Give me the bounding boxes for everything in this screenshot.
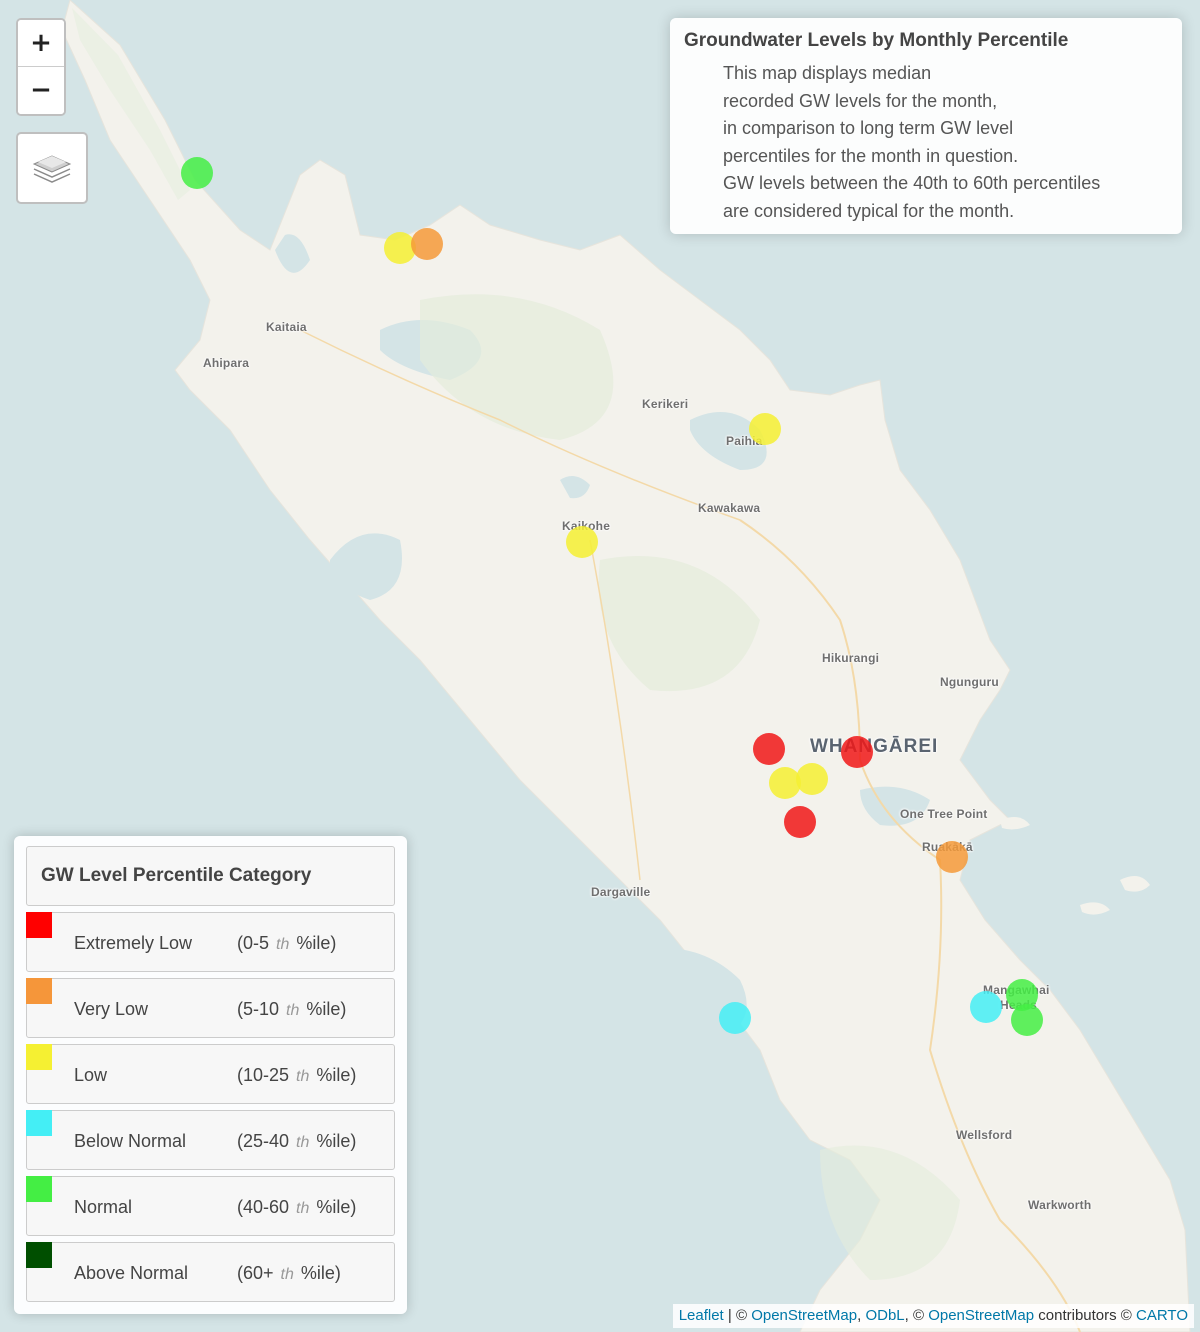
zoom-control: + − (16, 18, 66, 116)
info-panel: Groundwater Levels by Monthly Percentile… (670, 18, 1182, 234)
legend-label: Normal (74, 1197, 133, 1217)
place-label-whangarei: WHANGĀREI (810, 736, 939, 757)
site-marker[interactable] (841, 736, 873, 768)
site-marker[interactable] (384, 232, 416, 264)
legend-label: Below Normal (74, 1131, 187, 1151)
attribution-separator: , © (904, 1307, 929, 1324)
zoom-in-button[interactable]: + (18, 20, 64, 67)
place-label-ngunguru: Ngunguru (940, 675, 999, 689)
legend-range: (25-40 th %ile) (237, 1131, 357, 1151)
legend-item-low: Low (10-25 th %ile) (26, 1044, 395, 1104)
info-line: GW levels between the 40th to 60th perce… (723, 173, 1101, 193)
place-label-ahipara: Ahipara (203, 356, 250, 370)
info-line: in comparison to long term GW level (723, 118, 1014, 138)
legend-item-normal: Normal (40-60 th %ile) (26, 1176, 395, 1236)
place-label-kerikeri: Kerikeri (642, 397, 689, 411)
legend-label: Above Normal (74, 1263, 189, 1283)
legend-range: (60+ th %ile) (237, 1263, 341, 1283)
site-marker[interactable] (796, 763, 828, 795)
attribution-separator: , (857, 1307, 866, 1324)
site-marker[interactable] (411, 228, 443, 260)
leaflet-link[interactable]: Leaflet (678, 1307, 724, 1324)
place-label-kawakawa: Kawakawa (698, 501, 761, 515)
site-marker[interactable] (753, 733, 785, 765)
legend-swatch (26, 1110, 52, 1136)
info-line: percentiles for the month in question. (723, 145, 1019, 166)
legend-item-extremely-low: Extremely Low (0-5 th %ile) (26, 912, 395, 972)
place-label-wellsford: Wellsford (956, 1128, 1013, 1142)
legend: GW Level Percentile Category Extremely L… (14, 836, 407, 1314)
info-title: Groundwater Levels by Monthly Percentile (684, 30, 1069, 51)
legend-range: (40-60 th %ile) (237, 1197, 357, 1217)
info-line: recorded GW levels for the month, (723, 90, 998, 111)
legend-range: (10-25 th %ile) (237, 1065, 357, 1085)
legend-swatch (26, 978, 52, 1004)
site-marker[interactable] (784, 806, 816, 838)
attribution-text: contributors © (1034, 1307, 1137, 1324)
legend-label: Low (74, 1065, 108, 1085)
legend-swatch (26, 1242, 52, 1268)
site-marker[interactable] (749, 413, 781, 445)
legend-range: (0-5 th %ile) (237, 933, 337, 953)
place-label-one-tree-point: One Tree Point (900, 807, 988, 821)
info-line: are considered typical for the month. (723, 200, 1015, 221)
site-marker[interactable] (1011, 1004, 1043, 1036)
osm-link[interactable]: OpenStreetMap (751, 1307, 858, 1324)
odbl-link[interactable]: ODbL (865, 1307, 905, 1324)
legend-title: GW Level Percentile Category (26, 846, 395, 906)
zoom-out-button[interactable]: − (18, 67, 64, 114)
legend-label: Very Low (74, 999, 149, 1019)
place-label-warkworth: Warkworth (1028, 1198, 1092, 1212)
info-line: This map displays median (723, 63, 932, 83)
legend-swatch (26, 912, 52, 938)
legend-item-very-low: Very Low (5-10 th %ile) (26, 978, 395, 1038)
site-marker[interactable] (181, 157, 213, 189)
place-label-kaitaia: Kaitaia (266, 320, 307, 334)
carto-link[interactable]: CARTO (1136, 1307, 1188, 1324)
layers-toggle-button[interactable] (16, 132, 88, 204)
site-marker[interactable] (970, 991, 1002, 1023)
legend-swatch (26, 1044, 52, 1070)
legend-item-above-normal: Above Normal (60+ th %ile) (26, 1242, 395, 1302)
site-marker[interactable] (769, 767, 801, 799)
legend-swatch (26, 1176, 52, 1202)
site-marker[interactable] (566, 526, 598, 558)
legend-item-below-normal: Below Normal (25-40 th %ile) (26, 1110, 395, 1170)
legend-range: (5-10 th %ile) (237, 999, 347, 1019)
place-label-hikurangi: Hikurangi (822, 651, 880, 665)
layers-stack-icon (32, 155, 72, 183)
site-marker[interactable] (719, 1002, 751, 1034)
info-body: This map displays median recorded GW lev… (684, 60, 1168, 225)
map-attribution: Leaflet | © OpenStreetMap, ODbL, © OpenS… (672, 1304, 1194, 1328)
attribution-separator: | © (723, 1307, 752, 1324)
osm-contributors-link[interactable]: OpenStreetMap (928, 1307, 1035, 1324)
site-marker[interactable] (936, 841, 968, 873)
legend-label: Extremely Low (74, 933, 193, 953)
place-label-dargaville: Dargaville (591, 885, 651, 899)
